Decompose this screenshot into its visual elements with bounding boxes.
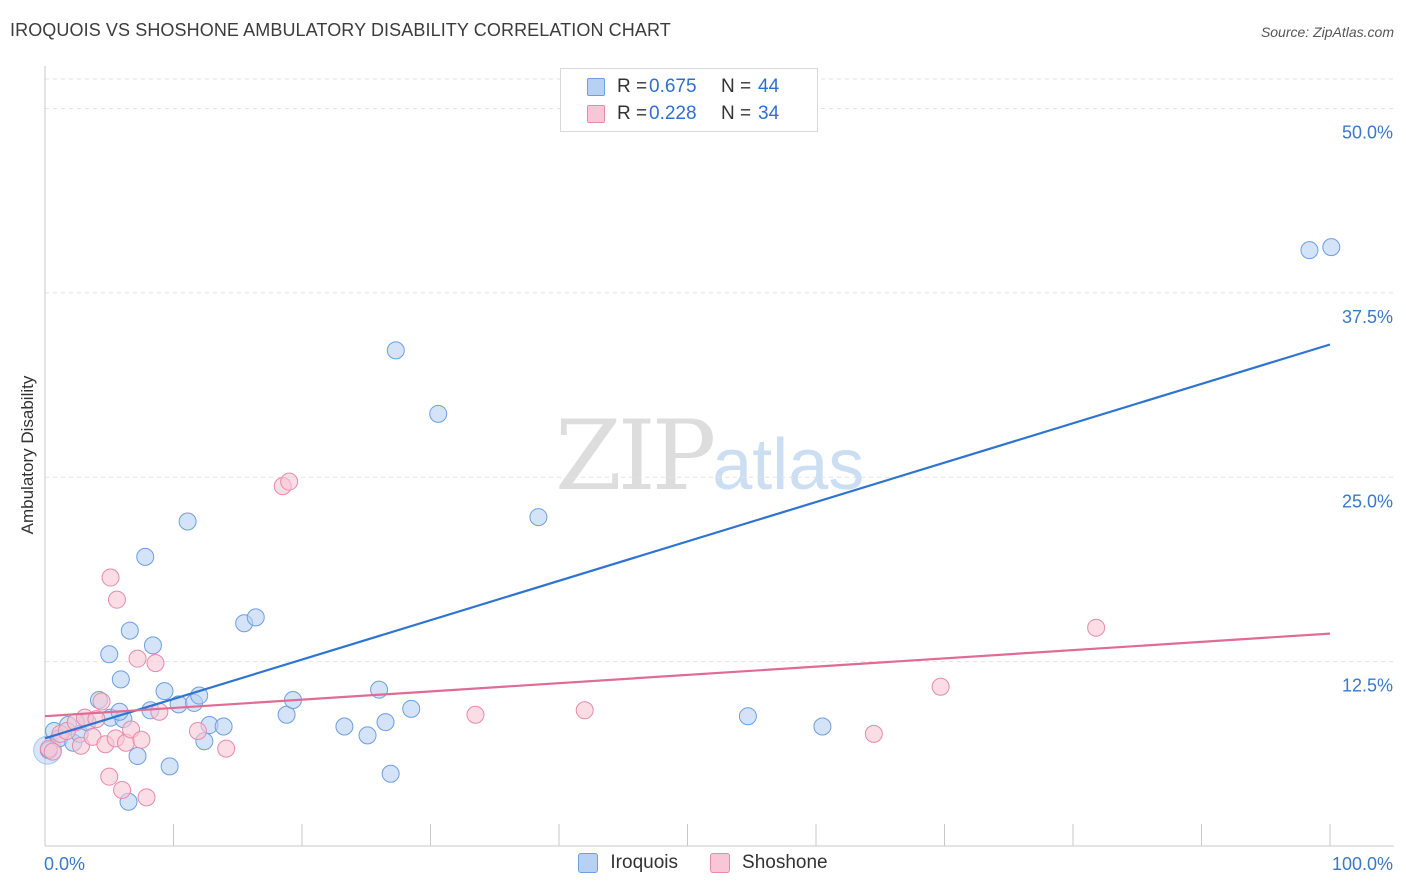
y-tick-label: 37.5% [1342,307,1393,327]
iroquois-point [160,757,179,776]
iroquois-point [429,404,448,423]
shoshone-point [107,590,126,609]
shoshone-n-label: N = [721,103,752,124]
iroquois-n-label: N = [721,76,752,97]
iroquois-point [111,670,130,689]
y-tick-label: 50.0% [1342,123,1393,143]
iroquois-point [120,621,139,640]
shoshone-point [128,649,147,668]
iroquois-point [178,512,197,531]
shoshone-legend-swatch [710,853,731,873]
shoshone-point [931,677,950,696]
shoshone-swatch [587,105,605,123]
shoshone-point [864,724,883,743]
legend-row-shoshone: R = 0.228 N = 34 [587,103,779,125]
shoshone-point [113,780,132,799]
shoshone-point [575,701,594,720]
x-tick-label-max: 100.0% [1332,854,1393,874]
series-legend: Iroquois Shoshone [0,852,1406,874]
iroquois-trend-line [44,343,1331,740]
shoshone-point [100,767,119,786]
shoshone-point [101,568,120,587]
y-axis-label: Ambulatory Disability [18,375,37,535]
iroquois-point [214,717,233,736]
legend-row-iroquois: R = 0.675 N = 44 [587,76,779,98]
shoshone-point [132,730,151,749]
x-tick-label-min: 0.0% [44,854,85,874]
iroquois-point [128,747,147,766]
iroquois-r-value: 0.675 [649,76,697,97]
shoshone-point [466,705,485,724]
shoshone-point [1087,618,1106,637]
shoshone-r-label: R = [617,103,648,124]
shoshone-point [146,654,165,673]
iroquois-point [376,713,395,732]
iroquois-point [813,717,832,736]
watermark: ZIPatlas [555,400,865,512]
shoshone-r-value: 0.228 [649,103,697,124]
shoshone-trend-line [44,632,1331,718]
iroquois-point [1322,238,1341,257]
iroquois-legend-swatch [578,853,599,873]
legend-item-shoshone[interactable]: Shoshone [710,852,828,874]
y-tick-label: 25.0% [1342,491,1393,511]
iroquois-point [136,547,155,566]
iroquois-point [1300,241,1319,260]
shoshone-legend-label: Shoshone [742,852,828,873]
iroquois-point [529,508,548,527]
iroquois-point [155,682,174,701]
shoshone-point [137,788,156,807]
iroquois-point [381,764,400,783]
shoshone-point [92,692,111,711]
iroquois-swatch [587,78,605,96]
chart-title: IROQUOIS VS SHOSHONE AMBULATORY DISABILI… [10,20,671,40]
iroquois-point [143,636,162,655]
iroquois-point [738,707,757,726]
iroquois-n-value: 44 [758,76,780,97]
iroquois-point [358,726,377,745]
source-label: Source: ZipAtlas.com [1260,24,1394,40]
iroquois-r-label: R = [617,76,648,97]
shoshone-point [43,742,62,761]
iroquois-point [386,341,405,360]
iroquois-point [246,608,265,627]
correlation-legend: R = 0.675 N = 44 R = 0.228 N = 34 [560,68,818,132]
iroquois-legend-label: Iroquois [610,852,679,873]
shoshone-point [217,739,236,758]
iroquois-point [402,699,421,718]
shoshone-point [188,721,207,740]
shoshone-point [280,472,299,491]
iroquois-point [335,717,354,736]
y-tick-label: 12.5% [1342,676,1393,696]
shoshone-n-value: 34 [758,103,780,124]
iroquois-point [100,645,119,664]
legend-item-iroquois[interactable]: Iroquois [578,852,678,874]
